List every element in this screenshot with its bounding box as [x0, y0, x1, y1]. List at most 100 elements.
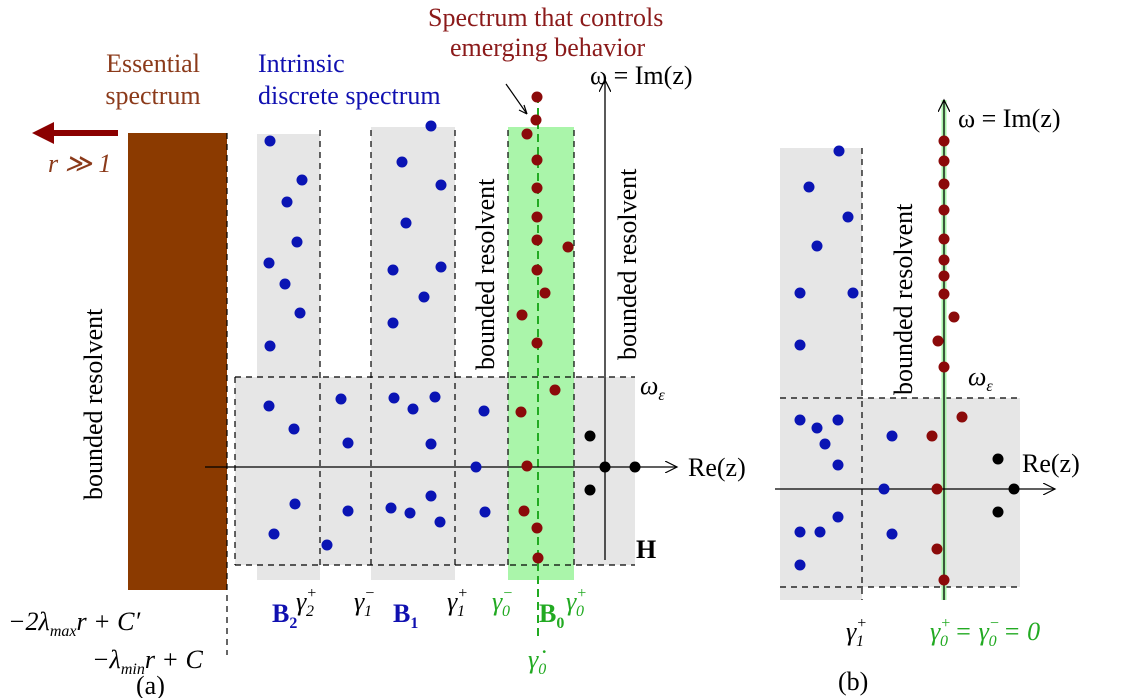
red-dot	[532, 552, 544, 564]
b2-label: B2	[272, 599, 297, 632]
red-dot	[926, 430, 938, 442]
omega-axis-label-a: ω = Im(z)	[590, 61, 693, 90]
blue-dot	[814, 526, 826, 538]
intrinsic-label-2: discrete spectrum	[258, 81, 441, 110]
red-dot	[938, 204, 950, 216]
blue-dot	[832, 511, 844, 523]
dashed-lines	[226, 130, 635, 655]
red-dot	[931, 483, 943, 495]
blue-dot	[833, 145, 845, 157]
red-dot	[531, 154, 543, 166]
blue-dot	[794, 526, 806, 538]
blue-dot	[288, 423, 300, 435]
blue-dot	[470, 461, 482, 473]
b1-label: B1	[393, 599, 418, 632]
red-dot	[938, 288, 950, 300]
blue-dot	[832, 459, 844, 471]
red-dot	[932, 335, 944, 347]
red-dot	[531, 337, 543, 349]
red-dot	[518, 505, 530, 517]
blue-dot	[418, 291, 430, 303]
blue-dot	[342, 505, 354, 517]
blue-dots-b	[794, 145, 898, 571]
caption-a: (a)	[136, 671, 165, 698]
blue-dot	[335, 393, 347, 405]
essential-spectrum-region	[128, 133, 227, 590]
blue-dot	[878, 483, 890, 495]
blue-dot	[321, 539, 333, 551]
red-dot	[549, 384, 561, 396]
blue-dot	[478, 405, 490, 417]
blue-dot	[342, 437, 354, 449]
gray-strip-b2	[257, 134, 320, 580]
blue-dot	[434, 516, 446, 528]
blue-dot	[294, 307, 306, 319]
red-dot	[931, 543, 943, 555]
black-dot	[584, 484, 596, 496]
red-dot	[531, 522, 543, 534]
blue-dot	[296, 174, 308, 186]
black-dot	[992, 453, 1004, 465]
blue-dot	[435, 179, 447, 191]
red-dot	[539, 287, 551, 299]
red-dot	[531, 264, 543, 276]
blue-dot	[291, 236, 303, 248]
gamma0-dot-label: γ̇0	[528, 645, 546, 678]
lambda-max-label: −2λmaxr + C′	[8, 607, 140, 640]
red-dot	[521, 128, 533, 140]
dashed-lines-b	[780, 148, 1020, 600]
blue-dot	[435, 261, 447, 273]
gamma0-minus-label: γ− 0	[492, 585, 513, 620]
b0-label: B0	[539, 599, 564, 632]
red-dot	[956, 411, 968, 423]
essential-label-2: spectrum	[105, 81, 200, 110]
omega-axis-label-b: ω = Im(z)	[958, 104, 1061, 133]
r-label: r ≫ 1	[48, 149, 111, 178]
blue-dot	[279, 278, 291, 290]
red-dot	[938, 361, 950, 373]
blue-dot	[794, 559, 806, 571]
blue-dot	[388, 392, 400, 404]
gamma1-minus-label: γ− 1	[354, 585, 375, 620]
intrinsic-label-1: Intrinsic	[258, 49, 345, 78]
blue-dot	[263, 257, 275, 269]
blue-dot	[847, 287, 859, 299]
re-axis-label-a: Re(z)	[688, 453, 746, 482]
blue-dot	[387, 317, 399, 329]
blue-dot	[425, 438, 437, 450]
red-dot	[938, 135, 950, 147]
bounded-resolvent-b: bounded resolvent	[889, 203, 918, 395]
blue-dot	[264, 340, 276, 352]
blue-dot	[803, 181, 815, 193]
gray-strip-b-left	[780, 148, 862, 600]
red-dot	[515, 406, 527, 418]
red-dot	[938, 233, 950, 245]
red-dot	[531, 211, 543, 223]
red-dot	[531, 91, 543, 103]
black-dot	[1008, 483, 1020, 495]
blue-dot	[263, 400, 275, 412]
bounded-resolvent-right: bounded resolvent	[613, 168, 642, 360]
red-dot	[948, 311, 960, 323]
gamma1-plus-label: γ+ 1	[447, 585, 468, 620]
blue-dot	[400, 217, 412, 229]
red-dots-a	[515, 91, 574, 564]
blue-dot	[794, 414, 806, 426]
blue-dot	[794, 287, 806, 299]
gamma2-plus-label: γ+ 2	[296, 585, 317, 620]
blue-dot	[425, 120, 437, 132]
red-dot	[938, 178, 950, 190]
blue-dot	[264, 135, 276, 147]
bounded-resolvent-mid: bounded resolvent	[471, 178, 500, 370]
gamma0-equation-label: γ+ 0 = γ− 0 = 0	[930, 615, 1040, 650]
black-dot	[584, 430, 596, 442]
red-dot	[938, 574, 950, 586]
blue-dot	[886, 528, 898, 540]
blue-dot	[832, 414, 844, 426]
blue-dot	[281, 196, 293, 208]
blue-dot	[479, 506, 491, 518]
blue-dot	[794, 339, 806, 351]
omega-eps-label-a: ωε	[640, 371, 665, 404]
re-axis-label-b: Re(z)	[1022, 449, 1080, 478]
